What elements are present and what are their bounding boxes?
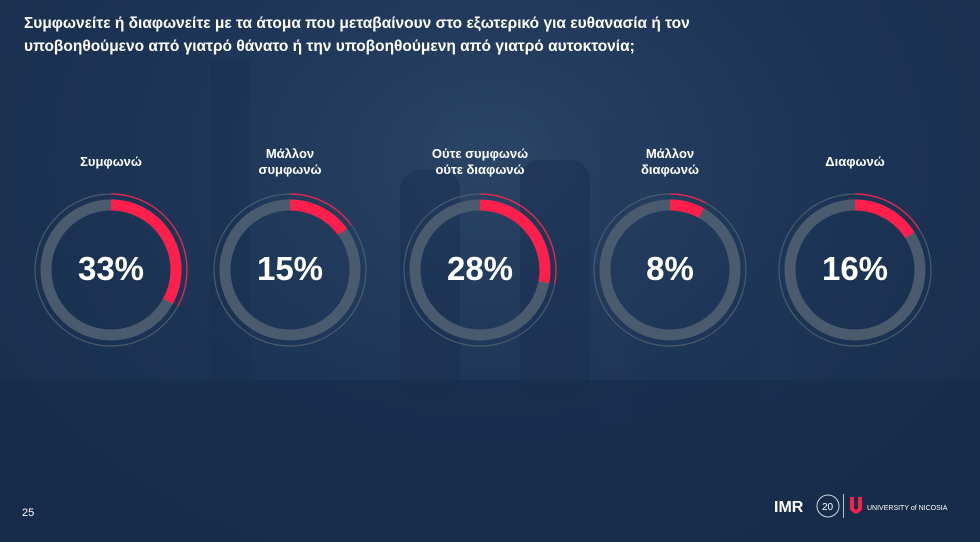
category-label: Ούτε συμφωνώ ούτε διαφωνώ xyxy=(431,146,529,177)
category-label: Διαφωνώ xyxy=(825,154,885,169)
category-label: Μάλλον διαφωνώ xyxy=(641,146,699,177)
university-emblem-icon xyxy=(850,497,862,514)
percentage-label: 33% xyxy=(77,250,145,287)
university-logo-text: UNIVERSITY of NICOSIA xyxy=(867,505,948,512)
percentage-label: 28% xyxy=(446,250,514,287)
category-label: Συμφωνώ xyxy=(80,154,142,169)
percentage-label: 16% xyxy=(821,250,889,287)
anniversary-seal xyxy=(816,494,840,518)
donut-outer-arc xyxy=(289,193,352,226)
anniversary-number: 20 xyxy=(822,502,834,513)
slide-title: Συμφωνείτε ή διαφωνείτε με τα άτομα που … xyxy=(24,15,690,55)
donut-outer-arc xyxy=(854,193,920,230)
donut-outer-arc xyxy=(110,193,188,307)
category-label: Μάλλον συμφωνώ xyxy=(258,146,322,177)
donut-slice xyxy=(479,199,551,284)
partner-logos: IMR 20 UNIVERSITY of NICOSIA xyxy=(774,494,948,518)
imr-logo: IMR xyxy=(774,499,804,516)
logo-divider xyxy=(843,494,844,518)
percentage-label: 8% xyxy=(646,250,694,287)
donut-slice xyxy=(854,199,915,239)
percentage-label: 15% xyxy=(256,250,324,287)
page-number: 25 xyxy=(22,507,35,519)
donut-slice xyxy=(669,199,704,218)
donut-outer-arc xyxy=(669,193,707,204)
donut-slice xyxy=(289,199,348,236)
donut-outer-arc xyxy=(479,193,557,285)
donut-slice xyxy=(110,199,182,304)
